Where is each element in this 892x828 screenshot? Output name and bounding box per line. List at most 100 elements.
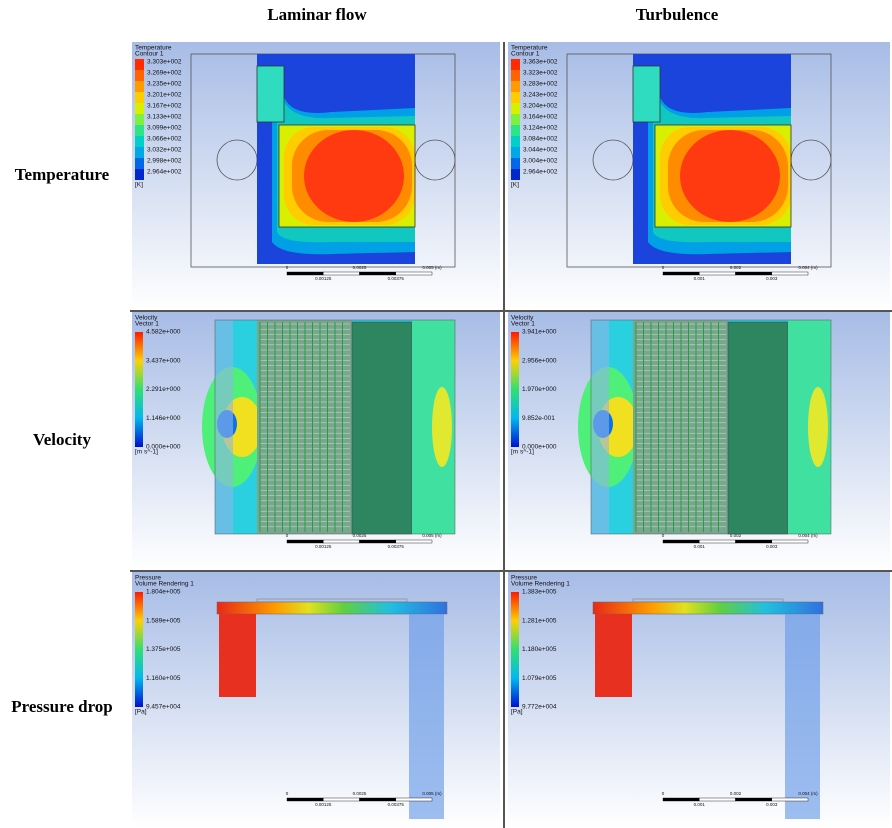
shape bbox=[635, 322, 719, 532]
legend-text: 1.160e+005 bbox=[146, 675, 181, 682]
legend-swatch bbox=[511, 103, 520, 114]
scale-bar bbox=[323, 539, 360, 544]
legend-text: Contour 1 bbox=[135, 51, 164, 58]
legend-text: 1.383e+005 bbox=[522, 589, 557, 596]
scale-label: 0 bbox=[286, 791, 289, 796]
scale-label: 0.003 bbox=[766, 276, 778, 281]
scale-label: 0.001 bbox=[694, 802, 706, 807]
shape bbox=[278, 124, 416, 228]
legend-swatch bbox=[135, 92, 144, 103]
legend-text: 3.201e+002 bbox=[147, 92, 182, 99]
shape bbox=[592, 601, 824, 615]
shape bbox=[632, 65, 661, 123]
scale-bar bbox=[699, 271, 736, 276]
scale-bar bbox=[771, 271, 809, 276]
scale-label: 0.002 bbox=[730, 265, 742, 270]
scale-bar bbox=[359, 539, 396, 544]
scale-bar bbox=[771, 539, 809, 544]
legend-text: 3.133e+002 bbox=[147, 114, 182, 121]
column-header: Turbulence bbox=[635, 5, 719, 24]
scale-label: 0.001 bbox=[694, 276, 706, 281]
legend-text: 1.804e+005 bbox=[146, 589, 181, 596]
legend-text: Vector 1 bbox=[511, 321, 535, 328]
scale-label: 0.00375 bbox=[388, 802, 405, 807]
scale-bar bbox=[286, 271, 324, 276]
legend-text: Velocity bbox=[511, 315, 534, 322]
scale-bar bbox=[395, 539, 433, 544]
row-label: Temperature bbox=[14, 165, 110, 184]
shape bbox=[727, 321, 789, 535]
legend-text: 3.124e+002 bbox=[523, 125, 558, 132]
scale-label: 0.002 bbox=[730, 791, 742, 796]
legend-text: 2.291e+000 bbox=[146, 386, 181, 393]
legend-text: 3.066e+002 bbox=[147, 136, 182, 143]
legend-swatch bbox=[511, 92, 520, 103]
scale-label: 0.0025 bbox=[353, 791, 367, 796]
legend-text: 3.941e+000 bbox=[522, 329, 557, 336]
legend-text: 1.146e+000 bbox=[146, 415, 181, 422]
scale-label: 0.00375 bbox=[388, 544, 405, 549]
legend-swatch bbox=[135, 81, 144, 92]
scale-bar bbox=[323, 797, 360, 802]
shape bbox=[409, 614, 444, 819]
scale-label: 0.003 bbox=[766, 544, 778, 549]
legend-swatch bbox=[511, 158, 520, 169]
scale-bar bbox=[662, 271, 700, 276]
legend-text: 0.000e+000 bbox=[522, 444, 557, 451]
row-label: Velocity bbox=[33, 430, 91, 449]
legend-swatch bbox=[511, 81, 520, 92]
legend-text: [Pa] bbox=[135, 709, 147, 716]
legend-swatch bbox=[511, 136, 520, 147]
legend-swatch bbox=[511, 114, 520, 125]
legend-text: 3.303e+002 bbox=[147, 59, 182, 66]
legend-text: Pressure bbox=[135, 575, 161, 582]
scale-bar bbox=[286, 797, 324, 802]
shape bbox=[808, 387, 828, 467]
scale-label: 0.004 (m) bbox=[798, 265, 818, 270]
legend-text: 3.099e+002 bbox=[147, 125, 182, 132]
legend-text: 4.582e+000 bbox=[146, 329, 181, 336]
scale-label: 0.0025 bbox=[353, 533, 367, 538]
legend-swatch bbox=[511, 147, 520, 158]
legend-swatch bbox=[135, 169, 144, 180]
scale-bar bbox=[662, 539, 700, 544]
legend-swatch bbox=[135, 103, 144, 114]
scale-bar bbox=[286, 539, 324, 544]
scale-label: 0 bbox=[286, 265, 289, 270]
legend-text: 3.032e+002 bbox=[147, 147, 182, 154]
scale-bar bbox=[771, 797, 809, 802]
legend-swatch bbox=[135, 147, 144, 158]
divider bbox=[503, 42, 505, 828]
legend-text: 3.167e+002 bbox=[147, 103, 182, 110]
shape bbox=[632, 598, 784, 603]
shape bbox=[432, 387, 452, 467]
legend-text: 3.004e+002 bbox=[523, 158, 558, 165]
legend-text: 3.204e+002 bbox=[523, 103, 558, 110]
scale-bar bbox=[735, 797, 772, 802]
shape bbox=[216, 139, 258, 181]
scale-label: 0 bbox=[662, 791, 665, 796]
shape bbox=[680, 130, 780, 222]
color-bar bbox=[135, 332, 143, 447]
shape bbox=[790, 139, 832, 181]
legend-text: 2.956e+000 bbox=[522, 357, 557, 364]
legend-text: 2.964e+002 bbox=[523, 169, 558, 176]
shape bbox=[595, 614, 632, 697]
scale-bar bbox=[735, 539, 772, 544]
divider bbox=[130, 570, 892, 572]
shape bbox=[215, 320, 233, 534]
legend-swatch bbox=[135, 114, 144, 125]
simulation-panel: Temperature Contour 1 3.303e+002 3.269e+002… bbox=[132, 42, 500, 310]
legend-text: 3.269e+002 bbox=[147, 70, 182, 77]
legend-swatch bbox=[511, 59, 520, 70]
shape bbox=[591, 320, 609, 534]
shape bbox=[214, 319, 456, 535]
scale-bar bbox=[323, 271, 360, 276]
scale-bar bbox=[359, 797, 396, 802]
legend-text: 3.437e+000 bbox=[146, 357, 181, 364]
shape bbox=[351, 321, 413, 535]
legend-text: 2.998e+002 bbox=[147, 158, 182, 165]
